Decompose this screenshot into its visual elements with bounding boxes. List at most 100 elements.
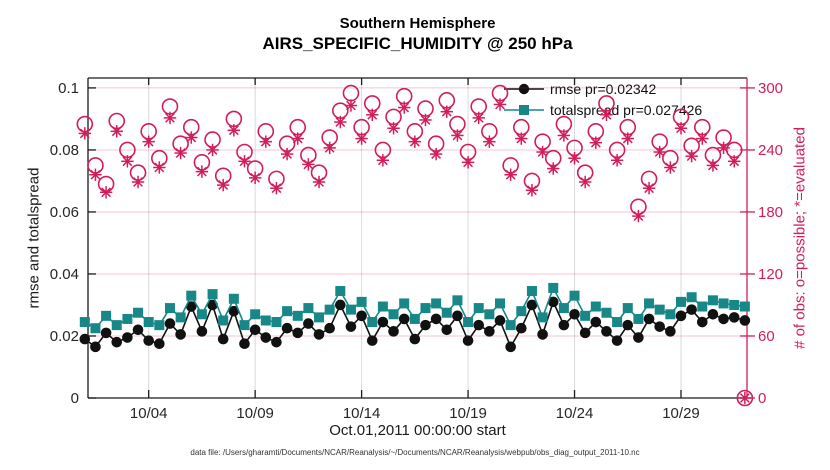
evaluated-obs-marker xyxy=(505,169,516,180)
possible-obs-marker xyxy=(619,118,637,136)
evaluated-obs-marker xyxy=(686,151,697,162)
possible-obs-marker xyxy=(683,137,700,155)
rmse-marker xyxy=(516,322,527,334)
rmse-marker xyxy=(377,316,389,328)
rmse-marker xyxy=(196,326,208,337)
rmse-marker xyxy=(547,296,559,308)
totalspread-marker xyxy=(133,307,144,318)
rmse-marker xyxy=(494,315,506,326)
evaluated-obs-marker xyxy=(622,133,633,144)
rmse-marker xyxy=(707,308,719,320)
totalspread-marker xyxy=(164,303,175,314)
rmse-marker xyxy=(420,319,431,331)
rmse-line xyxy=(84,299,746,349)
possible-obs-marker xyxy=(534,133,551,150)
totalspread-marker xyxy=(399,298,410,309)
evaluated-obs-marker xyxy=(228,125,239,136)
totalspread-marker xyxy=(250,309,261,320)
possible-obs-marker xyxy=(214,167,232,185)
possible-obs-marker xyxy=(608,141,626,159)
rmse-marker xyxy=(505,341,516,353)
x-tick-label: 10/09 xyxy=(236,405,274,422)
legend-rmse-marker-icon xyxy=(504,83,544,94)
x-tick-label: 10/04 xyxy=(130,405,168,422)
rmse-marker xyxy=(579,327,591,339)
evaluated-obs-marker xyxy=(356,133,367,144)
evaluated-obs-marker xyxy=(644,183,654,194)
totalspread-marker xyxy=(473,303,484,314)
rmse-marker xyxy=(239,338,250,350)
totalspread-marker xyxy=(409,313,420,324)
evaluated-obs-marker xyxy=(324,142,335,153)
evaluated-obs-marker xyxy=(292,133,303,144)
evaluated-obs-marker xyxy=(271,183,282,194)
totalspread-marker xyxy=(675,296,686,307)
evaluated-obs-marker xyxy=(441,106,452,117)
rmse-marker xyxy=(217,333,229,345)
evaluated-obs-marker xyxy=(186,132,197,143)
evaluated-obs-marker xyxy=(452,130,463,141)
rmse-marker xyxy=(164,318,176,329)
evaluated-obs-marker xyxy=(558,130,569,141)
rmse-marker xyxy=(622,319,634,331)
evaluated-obs-marker xyxy=(537,147,548,157)
rmse-marker xyxy=(611,335,623,346)
evaluated-obs-marker xyxy=(207,145,218,155)
evaluated-obs-marker xyxy=(335,117,346,127)
evaluated-obs-marker xyxy=(143,136,154,147)
totalspread-marker xyxy=(143,317,154,328)
totalspread-marker xyxy=(537,312,548,323)
possible-obs-marker xyxy=(236,143,253,161)
evaluated-obs-marker xyxy=(729,156,740,167)
rmse-marker xyxy=(633,332,644,343)
possible-obs-marker xyxy=(395,87,413,105)
evaluated-obs-marker xyxy=(356,133,367,144)
title-variable: AIRS_SPECIFIC_HUMIDITY @ 250 hPa xyxy=(262,34,573,53)
possible-obs-marker xyxy=(704,146,722,164)
possible-obs-marker xyxy=(161,98,179,115)
possible-obs-marker xyxy=(385,108,402,126)
rmse-marker xyxy=(558,319,570,331)
rmse-marker xyxy=(398,313,410,325)
evaluated-obs-marker xyxy=(739,393,750,403)
totalspread-marker xyxy=(729,299,740,310)
y-tick-label-left: 0.06 xyxy=(50,204,79,221)
x-tick-label: 10/29 xyxy=(662,405,700,422)
possible-obs-marker xyxy=(449,115,466,133)
evaluated-obs-marker xyxy=(133,177,143,187)
possible-obs-marker xyxy=(97,175,115,193)
evaluated-obs-marker xyxy=(612,155,623,166)
totalspread-marker xyxy=(345,304,356,315)
evaluated-obs-marker xyxy=(218,180,229,190)
totalspread-marker xyxy=(356,296,367,307)
totalspread-marker xyxy=(644,298,655,309)
evaluated-obs-marker xyxy=(282,149,292,159)
possible-obs-marker xyxy=(470,98,488,115)
possible-obs-marker xyxy=(300,146,317,164)
x-tick-label: 10/14 xyxy=(343,405,381,422)
y-axis-label-right: # of obs: o=possible; *=evaluated xyxy=(791,127,809,349)
evaluated-obs-marker xyxy=(420,115,431,125)
totalspread-marker xyxy=(686,292,697,303)
totalspread-marker xyxy=(218,315,229,326)
totalspread-marker xyxy=(101,310,112,321)
possible-obs-marker xyxy=(523,172,541,190)
rmse-marker xyxy=(665,326,676,337)
rmse-marker xyxy=(452,310,463,322)
rmse-marker xyxy=(686,304,697,315)
evaluated-obs-marker xyxy=(654,147,665,157)
possible-obs-marker xyxy=(736,389,754,407)
totalspread-marker xyxy=(111,320,122,331)
evaluated-obs-marker xyxy=(292,133,303,144)
possible-obs-marker xyxy=(332,102,349,119)
evaluated-obs-marker xyxy=(548,163,559,174)
evaluated-obs-marker xyxy=(303,159,314,170)
totalspread-marker xyxy=(335,286,346,297)
rmse-marker xyxy=(143,335,154,346)
rmse-marker xyxy=(601,326,612,337)
possible-obs-marker xyxy=(693,118,711,136)
possible-obs-marker xyxy=(268,170,285,188)
totalspread-marker xyxy=(452,295,463,306)
possible-obs-marker xyxy=(182,118,200,136)
totalspread-marker xyxy=(505,320,516,331)
